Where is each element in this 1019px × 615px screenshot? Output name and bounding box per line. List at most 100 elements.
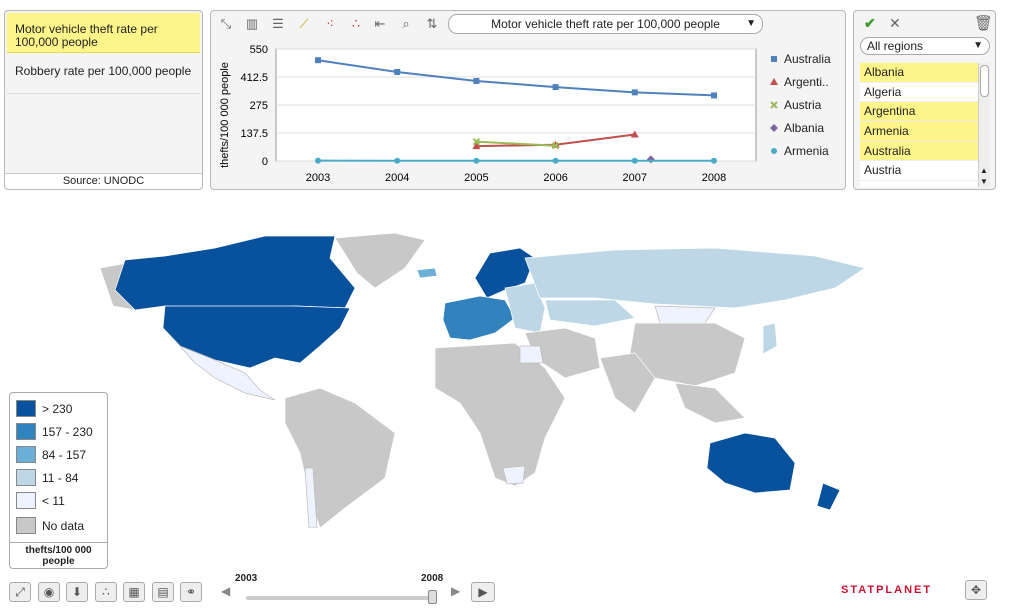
data-point-stroke	[472, 137, 481, 146]
link-icon[interactable]: ⚭	[180, 582, 202, 602]
data-point	[770, 124, 778, 132]
region-dropdown[interactable]: All regions ▼	[860, 37, 990, 55]
map-region-egypt[interactable]	[519, 345, 544, 364]
list-item[interactable]: Argentina	[860, 102, 978, 123]
map-region-russia[interactable]	[524, 247, 866, 309]
indicator-dropdown[interactable]: Motor vehicle theft rate per 100,000 peo…	[448, 14, 763, 34]
legend-label: No data	[42, 519, 85, 533]
source-label: Source: UNODC	[5, 173, 202, 189]
line-chart-icon[interactable]: ⟋	[299, 16, 309, 31]
map-region-india[interactable]	[599, 352, 656, 414]
map-legend: > 230 157 - 230 84 - 157 11 - 84 < 11 No…	[9, 392, 108, 569]
slider-right-icon[interactable]: ▶	[451, 584, 461, 598]
country-list: Albania Algeria Argentina Armenia Austra…	[860, 63, 978, 187]
legend-entry: Argenti..	[770, 75, 829, 89]
move-icon[interactable]: ✥	[965, 580, 987, 600]
list-item[interactable]: Austria	[860, 161, 978, 182]
data-point	[551, 142, 560, 150]
map-region-kazakhstan[interactable]	[544, 299, 636, 327]
bubble-icon[interactable]: ∴	[95, 582, 117, 602]
trash-icon[interactable]: 🗑	[974, 15, 994, 32]
map-region-southeast-asia[interactable]	[674, 382, 746, 424]
y-tick-label: 137.5	[240, 128, 268, 140]
map-region-western-europe[interactable]	[442, 295, 516, 341]
data-table-icon[interactable]: ▤	[152, 582, 174, 602]
world-map[interactable]	[95, 228, 875, 528]
data-point	[770, 78, 778, 85]
map-region-south-america[interactable]	[284, 387, 396, 528]
scrollbar[interactable]: ▲ ▼	[978, 63, 990, 187]
brand-logo: STATPLANET	[841, 584, 933, 596]
scatter-icon[interactable]: ⁖	[326, 16, 334, 31]
series-austria	[472, 137, 560, 150]
data-point-stroke	[770, 101, 778, 109]
series-line	[476, 140, 556, 147]
horizontal-bar-icon[interactable]: ☰	[272, 16, 284, 31]
eye-icon[interactable]: ◉	[38, 582, 60, 602]
legend-label: Austria	[784, 98, 822, 112]
map-region-japan[interactable]	[762, 322, 778, 355]
scrollbar-thumb[interactable]	[980, 65, 989, 97]
legend-label: < 11	[42, 494, 65, 508]
y-tick-label: 412.5	[240, 72, 268, 84]
map-region-greenland[interactable]	[334, 232, 426, 289]
data-point	[771, 56, 777, 62]
map-region-australia[interactable]	[706, 432, 796, 494]
list-indent-icon[interactable]: ⇤	[374, 16, 386, 31]
legend-entry: Austria	[770, 98, 822, 112]
slider-handle[interactable]	[428, 590, 437, 604]
list-item[interactable]: Armenia	[860, 122, 978, 142]
map-region-canada[interactable]	[114, 235, 356, 311]
map-region-mexico[interactable]	[179, 345, 276, 401]
download-icon[interactable]: ⬇	[66, 582, 88, 602]
indicator-item-motor-vehicle-theft[interactable]: Motor vehicle theft rate per 100,000 peo…	[7, 13, 200, 53]
legend-label: Argenti..	[784, 75, 829, 89]
timeline-end-year: 2008	[421, 573, 444, 584]
list-item[interactable]: Australia	[860, 141, 978, 162]
scatter-connect-icon[interactable]: ⤡	[220, 16, 232, 31]
y-axis-label: thefts/100 000 people	[219, 62, 231, 168]
x-tick-label: 2007	[623, 172, 647, 184]
data-point	[631, 89, 638, 96]
slider-left-icon[interactable]: ◀	[221, 584, 231, 598]
data-point	[473, 77, 480, 84]
legend-swatch	[16, 492, 36, 509]
map-region-usa[interactable]	[162, 305, 351, 369]
x-tick-label: 2003	[306, 172, 330, 184]
legend-entry: Australia	[771, 52, 831, 66]
scroll-up-icon[interactable]: ▲	[980, 166, 988, 175]
scroll-down-icon[interactable]: ▼	[980, 177, 988, 186]
map-region-eastern-europe[interactable]	[504, 282, 546, 334]
x-tick-label: 2004	[385, 172, 409, 184]
table-icon[interactable]: ▦	[123, 582, 145, 602]
map-region-south-africa[interactable]	[502, 465, 526, 485]
indicator-item-robbery[interactable]: Robbery rate per 100,000 people	[7, 59, 200, 94]
check-icon[interactable]: ✔	[864, 15, 876, 31]
y-tick-label: 275	[250, 100, 268, 112]
map-region-new-zealand[interactable]	[816, 482, 841, 511]
scatter-small-icon[interactable]: ∴	[351, 16, 361, 31]
legend-swatch	[16, 446, 36, 463]
data-point	[472, 137, 481, 146]
sort-icon[interactable]: ⇅	[426, 16, 438, 31]
data-point	[771, 148, 777, 154]
list-item[interactable]: Algeria	[860, 83, 978, 103]
map-region-africa[interactable]	[434, 342, 566, 487]
legend-label: > 230	[42, 402, 73, 416]
timeline-slider[interactable]	[246, 590, 437, 604]
map-region-iceland[interactable]	[416, 267, 438, 279]
data-point	[552, 157, 559, 164]
legend-label: Australia	[784, 52, 831, 66]
data-point	[631, 157, 638, 164]
bar-chart-icon[interactable]: ▥	[245, 16, 259, 31]
legend-label: Albania	[784, 121, 824, 135]
legend-label: 157 - 230	[42, 425, 93, 439]
play-icon[interactable]: ▶	[471, 582, 495, 602]
search-icon[interactable]: ⌕	[402, 16, 410, 31]
map-region-chile[interactable]	[304, 467, 318, 528]
fullscreen-icon[interactable]: ⤢	[9, 582, 31, 602]
indicator-dropdown-label: Motor vehicle theft rate per 100,000 peo…	[491, 17, 720, 31]
list-item[interactable]: Albania	[860, 63, 978, 83]
map-region-mongolia[interactable]	[654, 305, 716, 324]
close-icon[interactable]: ✕	[889, 15, 901, 31]
